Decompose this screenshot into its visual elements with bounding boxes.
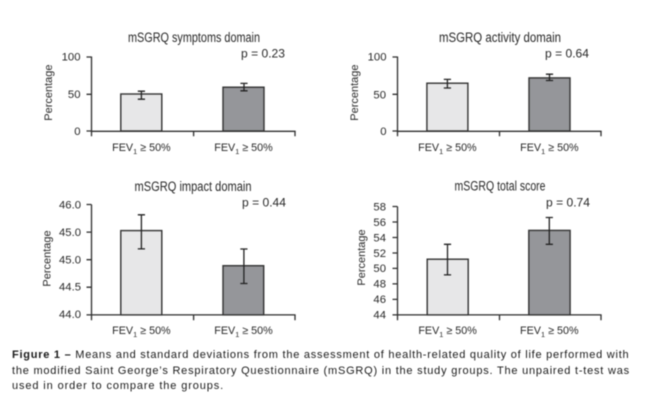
- svg-text:100: 100: [368, 52, 387, 64]
- svg-text:Percentage: Percentage: [42, 230, 54, 286]
- svg-text:p = 0.64: p = 0.64: [545, 47, 589, 61]
- svg-text:45.0: 45.0: [59, 254, 81, 266]
- svg-text:54: 54: [373, 232, 386, 244]
- svg-text:p = 0.74: p = 0.74: [546, 196, 590, 210]
- svg-text:mSGRQ total score: mSGRQ total score: [455, 179, 546, 194]
- svg-text:mSGRQ symptoms domain: mSGRQ symptoms domain: [128, 30, 260, 45]
- svg-text:FEV1 ≥ 50%: FEV1 ≥ 50%: [418, 325, 477, 339]
- svg-text:0: 0: [74, 126, 80, 138]
- svg-text:p = 0.23: p = 0.23: [241, 47, 285, 61]
- svg-text:45.0: 45.0: [59, 227, 81, 239]
- svg-text:FEV1 ≥ 50%: FEV1 ≥ 50%: [520, 142, 579, 156]
- svg-text:FEV1 ≥ 50%: FEV1 ≥ 50%: [214, 142, 273, 156]
- svg-text:mSGRQ activity domain: mSGRQ activity domain: [439, 30, 561, 45]
- svg-text:p = 0.44: p = 0.44: [242, 196, 286, 210]
- svg-text:46: 46: [373, 294, 386, 306]
- svg-text:52: 52: [373, 248, 386, 260]
- svg-text:50: 50: [68, 89, 81, 101]
- svg-text:Percentage: Percentage: [356, 229, 368, 285]
- svg-text:44.5: 44.5: [59, 282, 81, 294]
- svg-text:FEV1 ≥ 50%: FEV1 ≥ 50%: [112, 325, 171, 339]
- svg-text:Percentage: Percentage: [43, 64, 55, 120]
- svg-text:100: 100: [62, 52, 81, 64]
- svg-text:Percentage: Percentage: [349, 64, 361, 120]
- svg-text:56: 56: [373, 217, 386, 229]
- svg-text:50: 50: [373, 90, 386, 102]
- svg-text:mSGRQ impact domain: mSGRQ impact domain: [135, 179, 252, 194]
- svg-text:0: 0: [380, 126, 386, 138]
- svg-text:FEV1 ≥ 50%: FEV1 ≥ 50%: [112, 142, 171, 156]
- svg-text:FEV1 ≥ 50%: FEV1 ≥ 50%: [214, 325, 273, 339]
- svg-text:FEV1 ≥ 50%: FEV1 ≥ 50%: [418, 142, 477, 156]
- svg-text:46.0: 46.0: [59, 200, 81, 212]
- svg-text:48: 48: [373, 279, 386, 291]
- svg-text:FEV1 ≥ 50%: FEV1 ≥ 50%: [520, 325, 579, 339]
- svg-text:50: 50: [373, 263, 386, 275]
- svg-text:44: 44: [373, 309, 386, 321]
- svg-text:58: 58: [373, 202, 386, 214]
- svg-text:44.0: 44.0: [59, 309, 81, 321]
